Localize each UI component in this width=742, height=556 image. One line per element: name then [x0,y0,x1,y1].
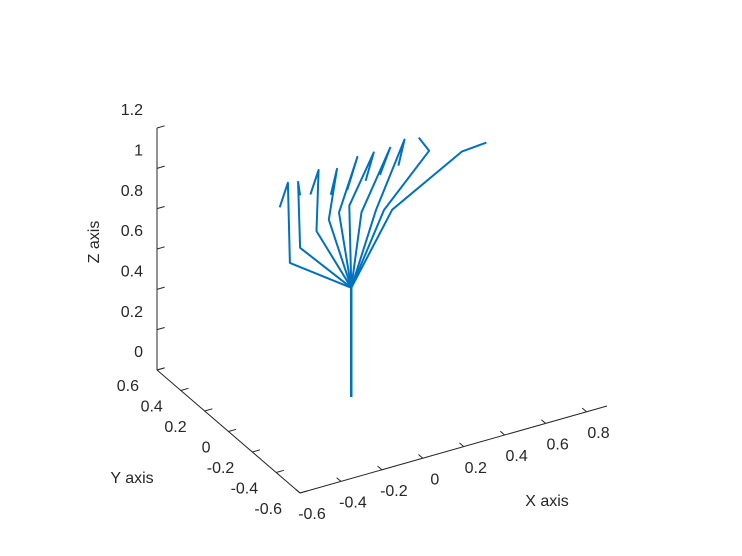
x-tick-label: 0.8 [587,425,609,442]
z-tick-label: 1 [134,143,143,160]
z-axis-label: Z axis [86,221,103,264]
x-tick-label: -0.2 [380,483,408,500]
y-tick [228,428,237,432]
y-tick-label: -0.2 [207,460,235,477]
z-tick-label: 0.6 [121,223,143,240]
x-tick-label: 0 [430,471,439,488]
x-tick-label: 0.4 [506,448,528,465]
z-tick [156,165,165,169]
x-tick [336,477,342,482]
y-tick-label: -0.6 [254,501,282,518]
z-tick [156,206,165,210]
y-axis-label: Y axis [110,470,153,487]
x-tick [500,430,505,436]
y-tick [299,490,308,494]
x-tick [377,465,383,471]
z-tick-label: 0 [134,344,143,361]
x-axis-label: X axis [525,493,569,510]
z-tick-label: 0.2 [121,304,143,321]
z-tick-label: 1.2 [121,102,143,119]
x-tick [459,442,465,447]
y-tick-label: 0.4 [141,399,163,416]
y-tick [252,449,261,453]
x-tick [581,407,587,413]
y-tick [180,387,189,391]
x-tick-label: 0.6 [546,437,568,454]
y-tick [276,469,284,473]
series-line [350,141,487,397]
x-tick-label: -0.4 [339,495,367,512]
z-tick [156,286,165,290]
x-axis-line [299,405,608,494]
y-tick-label: 0 [202,440,211,457]
y-tick [204,408,213,412]
y-tick-label: 0.6 [117,378,139,395]
z-tick [156,327,165,331]
z-tick [156,246,165,250]
z-tick-label: 0.8 [121,183,143,200]
x-tick [295,488,301,494]
z-tick [156,125,165,129]
z-tick-label: 0.4 [121,264,143,281]
x-tick-label: -0.6 [298,506,326,523]
x-tick [418,454,424,459]
z-tick [156,367,165,371]
y-tick-label: -0.4 [231,481,259,498]
y-tick-label: 0.2 [164,419,186,436]
x-tick [540,419,546,424]
x-tick-label: 0.2 [465,460,487,477]
